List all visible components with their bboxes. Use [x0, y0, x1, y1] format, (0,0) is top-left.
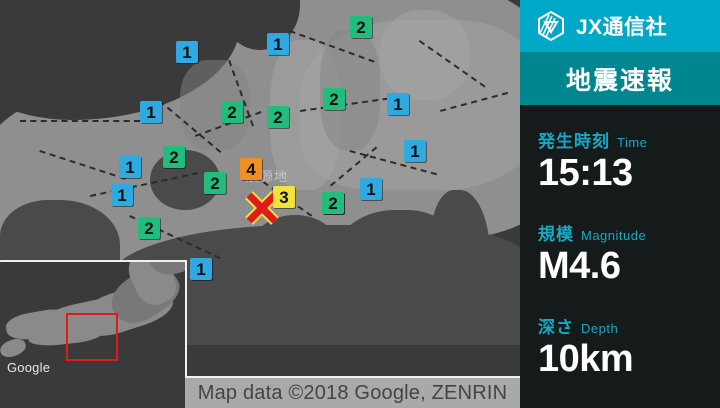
inset-island-sw: [0, 336, 28, 360]
intensity-badge-1[interactable]: 1: [111, 184, 133, 206]
intensity-badge-2[interactable]: 2: [138, 217, 160, 239]
ise-bay: [250, 215, 340, 285]
field-magnitude-value: M4.6: [538, 244, 621, 287]
field-magnitude-label-en: Magnitude: [581, 227, 647, 243]
field-magnitude: 規模 Magnitude M4.6: [520, 220, 720, 287]
intensity-badge-1[interactable]: 1: [387, 93, 409, 115]
map-canvas[interactable]: 震源地 21121221211421132221: [0, 0, 520, 408]
brand-bar: JX通信社: [520, 0, 720, 52]
field-depth: 深さ Depth 10km: [520, 313, 720, 380]
field-depth-label: 深さ Depth: [538, 313, 720, 338]
field-time-value: 15:13: [538, 152, 633, 194]
info-panel: JX通信社 地震速報 発生時刻 Time 15:13 規模 Magnitude …: [520, 0, 720, 408]
epicenter-x-marker: [245, 191, 279, 225]
intensity-badge-4[interactable]: 4: [240, 158, 262, 180]
epicenter-marker[interactable]: [242, 188, 282, 228]
boso-bay: [430, 190, 490, 320]
intensity-badge-2[interactable]: 2: [221, 101, 243, 123]
intensity-badge-1[interactable]: 1: [140, 101, 162, 123]
mountain-shading-3: [380, 10, 470, 100]
intensity-badge-1[interactable]: 1: [190, 258, 212, 280]
intensity-badge-2[interactable]: 2: [350, 16, 372, 38]
prefecture-border: [20, 120, 140, 122]
intensity-badge-1[interactable]: 1: [119, 156, 141, 178]
jx-hexagon-logo-icon: [538, 10, 564, 42]
field-time: 発生時刻 Time 15:13: [520, 127, 720, 194]
field-depth-label-en: Depth: [581, 320, 619, 336]
intensity-badge-3[interactable]: 3: [273, 186, 295, 208]
inset-overview-map[interactable]: Google: [0, 260, 187, 378]
intensity-badge-2[interactable]: 2: [322, 192, 344, 214]
map-attribution: Map data ©2018 Google, ZENRIN: [185, 376, 520, 408]
intensity-badge-1[interactable]: 1: [404, 140, 426, 162]
inset-viewport-rect: [66, 313, 118, 361]
field-time-label-en: Time: [617, 135, 648, 150]
intensity-badge-2[interactable]: 2: [267, 106, 289, 128]
intensity-badge-2[interactable]: 2: [163, 146, 185, 168]
field-magnitude-label-jp: 規模: [538, 224, 574, 244]
alert-title-bar: 地震速報: [520, 52, 720, 105]
field-depth-value: 10km: [538, 337, 634, 380]
field-time-label: 発生時刻 Time: [538, 127, 720, 152]
google-watermark: Google: [7, 360, 51, 375]
intensity-badge-1[interactable]: 1: [360, 178, 382, 200]
field-magnitude-label: 規模 Magnitude: [538, 220, 720, 245]
field-time-label-jp: 発生時刻: [538, 132, 610, 151]
alert-title: 地震速報: [565, 66, 674, 95]
intensity-badge-2[interactable]: 2: [204, 172, 226, 194]
intensity-badge-1[interactable]: 1: [176, 41, 198, 63]
field-depth-label-jp: 深さ: [538, 317, 574, 337]
intensity-badge-1[interactable]: 1: [267, 33, 289, 55]
brand-name: JX通信社: [576, 16, 668, 39]
intensity-badge-2[interactable]: 2: [323, 88, 345, 110]
